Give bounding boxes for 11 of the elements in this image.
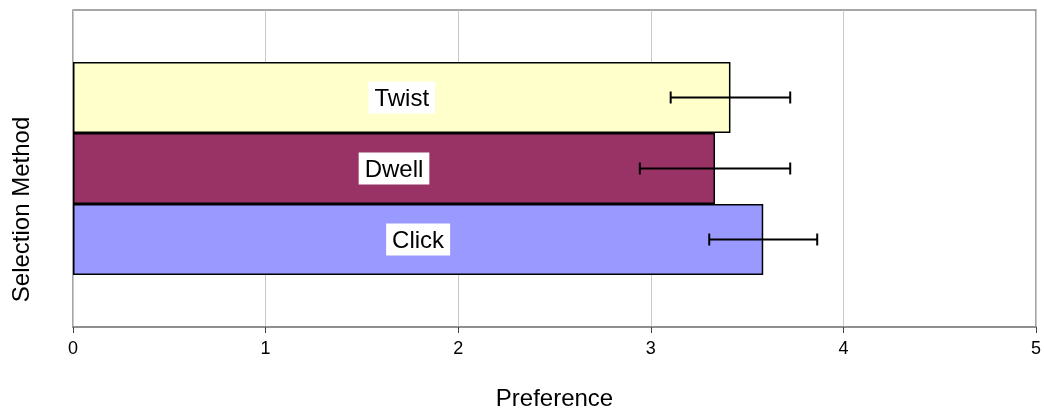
y-tick-label: Twist	[374, 84, 430, 111]
x-tick-label: 0	[67, 338, 79, 358]
x-tick-label: 4	[838, 338, 849, 358]
y-axis-title: Selection Method	[6, 116, 34, 303]
x-tick-label: 3	[645, 338, 656, 358]
x-tick-label: 5	[1030, 338, 1041, 358]
x-tick-label: 2	[453, 338, 464, 358]
x-tick-label: 1	[260, 338, 271, 358]
y-tick-label: Dwell	[364, 155, 424, 182]
y-tick-label: Click	[392, 226, 446, 253]
x-axis-title: Preference	[495, 383, 614, 411]
